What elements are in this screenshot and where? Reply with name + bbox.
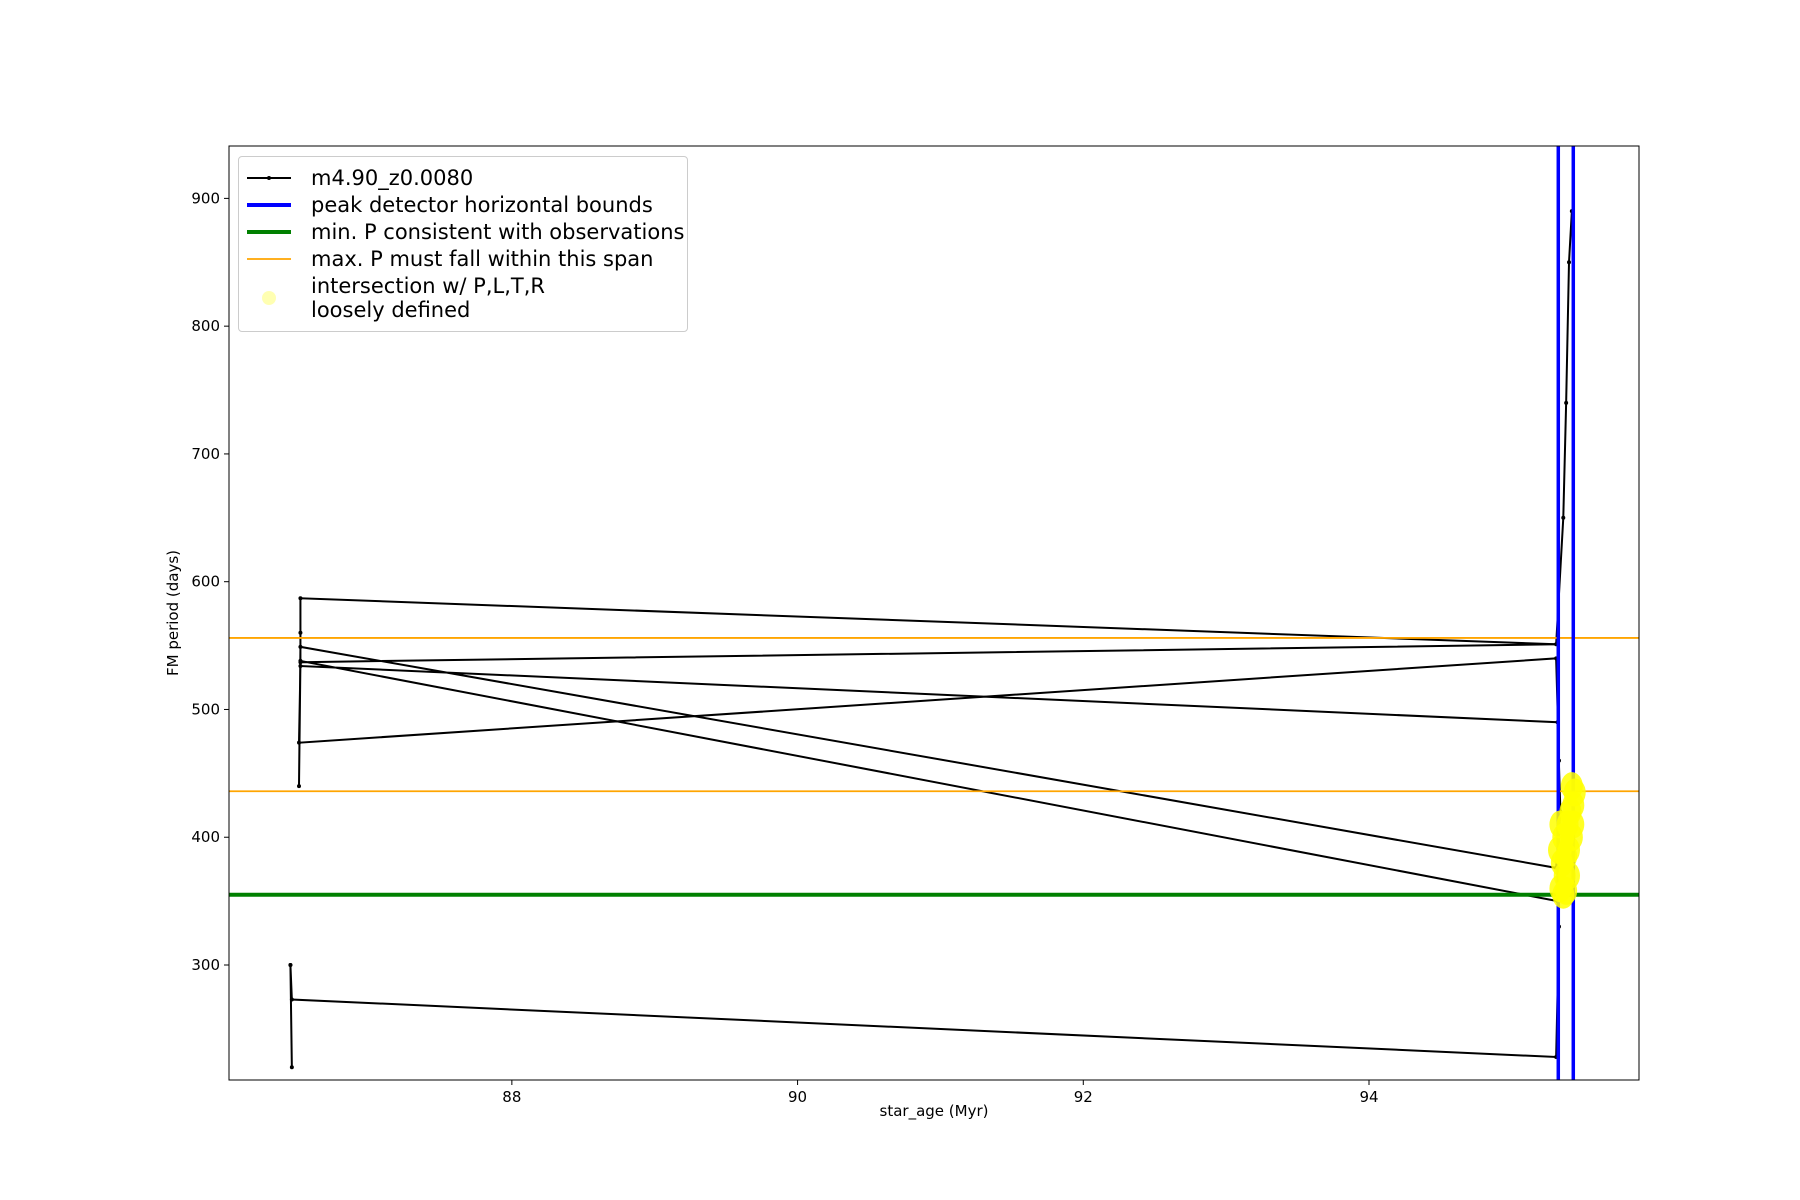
point: [298, 630, 303, 635]
point: [298, 664, 303, 669]
legend-label: m4.90_z0.0080: [311, 166, 474, 190]
legend-entry: m4.90_z0.0080: [239, 166, 687, 190]
y-tick-label: 600: [191, 573, 220, 591]
x-axis-label: star_age (Myr): [880, 1102, 989, 1121]
intersection-point: [1562, 810, 1585, 839]
x-tick-label: 90: [788, 1088, 807, 1106]
y-tick-label: 400: [191, 828, 220, 846]
intersection-point: [1548, 836, 1570, 865]
y-tick-label: 500: [191, 700, 220, 718]
legend-handle: [247, 258, 291, 260]
point: [1561, 515, 1566, 520]
plot-area: [229, 146, 1639, 1080]
legend-entry: intersection w/ P,L,T,R loosely defined: [239, 274, 687, 322]
legend-entry: peak detector horizontal bounds: [239, 193, 687, 217]
point: [298, 644, 303, 649]
axes-frame: [228, 145, 1640, 1081]
legend-label: min. P consistent with observations: [311, 220, 685, 244]
point: [289, 1065, 294, 1070]
point: [288, 963, 293, 968]
point: [297, 784, 301, 789]
intersection-point: [1560, 772, 1583, 801]
point: [1567, 260, 1571, 265]
legend-label: max. P must fall within this span: [311, 247, 654, 271]
legend-handle: [247, 176, 291, 180]
y-tick-label: 700: [191, 445, 220, 463]
series-line: [289, 211, 1573, 1068]
y-tick-label: 900: [191, 189, 220, 207]
x-tick-label: 92: [1074, 1088, 1093, 1106]
legend-entry: min. P consistent with observations: [239, 220, 687, 244]
legend-label: peak detector horizontal bounds: [311, 193, 653, 217]
x-tick-label: 94: [1359, 1088, 1378, 1106]
legend-handle: [262, 291, 276, 305]
legend-marker: [262, 291, 276, 305]
y-tick-label: 800: [191, 317, 220, 335]
point: [289, 997, 294, 1002]
y-axis-label: FM period (days): [164, 550, 182, 676]
point: [297, 740, 301, 745]
y-tick-label: 300: [191, 956, 220, 974]
legend-label: intersection w/ P,L,T,R loosely defined: [311, 274, 545, 322]
point: [1564, 400, 1569, 405]
legend-marker: [267, 176, 271, 180]
legend-handle: [247, 203, 291, 207]
point: [298, 596, 303, 601]
point: [298, 660, 303, 665]
intersection-point: [1558, 861, 1580, 890]
legend-entry: max. P must fall within this span: [239, 247, 687, 271]
legend-handle: [247, 230, 291, 234]
x-tick-label: 88: [502, 1088, 521, 1106]
